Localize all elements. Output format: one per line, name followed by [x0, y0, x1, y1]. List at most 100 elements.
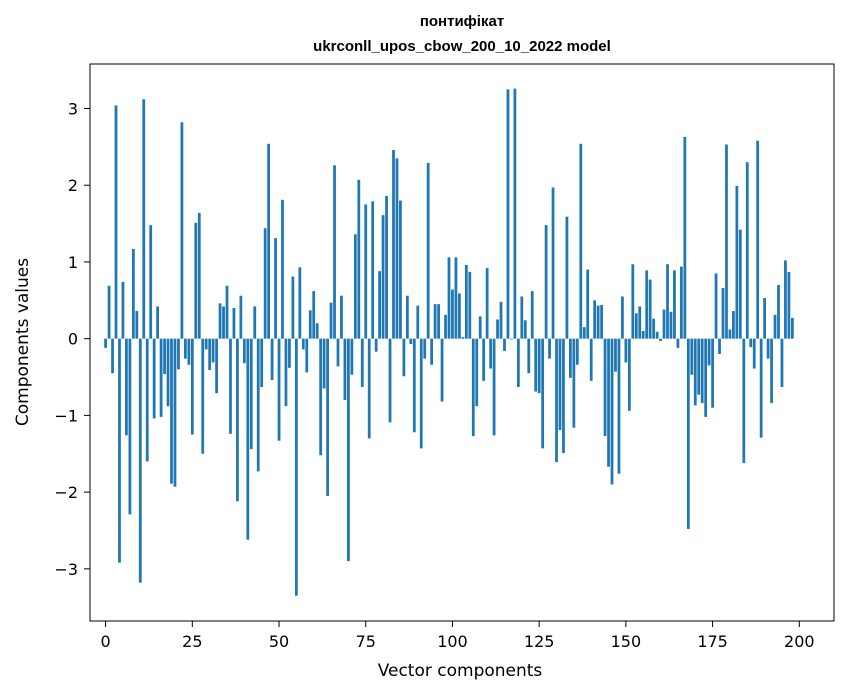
bar-component-96 — [437, 304, 440, 339]
bar-component-24 — [187, 338, 191, 365]
bar-component-27 — [197, 212, 201, 339]
bar-component-31 — [211, 338, 215, 363]
bar-component-82 — [388, 338, 392, 423]
bar-component-120 — [520, 296, 524, 339]
bar-component-197 — [787, 271, 791, 339]
bar-component-32 — [215, 338, 218, 394]
bar-component-105 — [468, 271, 472, 339]
bar-component-160 — [659, 338, 662, 341]
bar-component-119 — [516, 338, 520, 387]
y-tick-label: 3 — [68, 99, 78, 118]
y-tick-label: 0 — [68, 330, 78, 349]
bar-component-131 — [558, 338, 562, 430]
bar-component-100 — [451, 289, 454, 339]
bar-component-95 — [433, 304, 437, 339]
bar-component-111 — [489, 338, 492, 369]
bar-component-198 — [790, 317, 794, 339]
bar-component-38 — [236, 338, 239, 502]
bar-component-70 — [347, 338, 350, 562]
bar-component-94 — [430, 338, 434, 365]
bar-component-44 — [256, 338, 260, 472]
x-tick-label: 175 — [697, 632, 728, 651]
x-tick-label: 25 — [182, 632, 202, 651]
bar-component-189 — [759, 338, 763, 438]
bar-component-90 — [416, 305, 420, 339]
y-axis-ticks: −3 −2 −1 0 1 2 3 — [54, 99, 90, 579]
bar-component-84 — [395, 158, 399, 339]
bar-component-73 — [357, 179, 361, 339]
bar-component-21 — [177, 338, 180, 370]
bar-component-128 — [548, 338, 551, 359]
bar-component-7 — [128, 338, 132, 515]
bar-component-126 — [541, 338, 545, 449]
bar-component-125 — [537, 338, 541, 394]
bar-component-17 — [163, 338, 166, 374]
bar-component-116 — [506, 89, 510, 339]
y-tick-label: 1 — [68, 253, 78, 272]
bar-component-64 — [326, 338, 329, 496]
bar-component-6 — [125, 338, 128, 436]
bar-component-48 — [270, 338, 274, 381]
bar-component-180 — [728, 329, 732, 339]
bar-component-92 — [423, 338, 427, 359]
bar-component-85 — [399, 200, 402, 339]
bar-component-181 — [732, 311, 735, 339]
bar-component-51 — [281, 199, 284, 339]
bar-component-134 — [569, 338, 572, 378]
bar-component-42 — [249, 338, 253, 450]
bar-component-110 — [485, 268, 489, 339]
bar-component-157 — [648, 279, 652, 339]
bar-component-39 — [239, 295, 243, 339]
bar-component-65 — [329, 302, 333, 339]
bar-component-54 — [291, 276, 295, 339]
bar-component-145 — [607, 338, 610, 467]
bar-component-89 — [412, 338, 416, 433]
bar-component-179 — [725, 144, 728, 339]
bar-component-174 — [707, 338, 711, 366]
bar-component-166 — [680, 266, 683, 339]
bar-component-115 — [503, 338, 506, 351]
bar-component-129 — [551, 187, 555, 339]
bar-component-192 — [770, 338, 773, 404]
bar-component-43 — [253, 306, 257, 339]
bar-component-36 — [229, 338, 232, 434]
bar-component-29 — [204, 338, 208, 350]
bar-component-183 — [738, 229, 742, 339]
bar-component-175 — [711, 338, 714, 408]
x-tick-label: 150 — [611, 632, 642, 651]
bar-component-182 — [735, 185, 739, 339]
bars-group — [104, 88, 794, 596]
bar-component-9 — [135, 311, 139, 339]
x-axis-label: Vector components — [378, 661, 543, 681]
bar-component-121 — [523, 320, 527, 339]
bar-component-13 — [149, 225, 153, 339]
bar-component-190 — [763, 298, 767, 339]
bar-component-124 — [534, 338, 538, 392]
bar-component-59 — [308, 310, 312, 339]
y-tick-label: −2 — [54, 483, 78, 502]
bar-component-104 — [464, 265, 468, 339]
bar-component-62 — [319, 338, 323, 456]
x-tick-label: 125 — [524, 632, 555, 651]
bar-component-102 — [458, 293, 461, 339]
bar-component-154 — [638, 306, 642, 339]
bar-component-99 — [447, 257, 451, 339]
bar-component-88 — [409, 338, 413, 345]
bar-component-23 — [184, 338, 187, 359]
bar-component-133 — [565, 216, 569, 339]
bar-component-122 — [527, 338, 531, 374]
bar-component-28 — [201, 338, 205, 454]
bar-component-195 — [780, 338, 784, 387]
bar-component-55 — [294, 338, 298, 596]
x-axis-ticks: 0 25 50 75 100 125 150 175 200 — [101, 621, 815, 651]
bar-component-46 — [263, 228, 267, 339]
bar-component-108 — [478, 316, 482, 339]
bar-component-169 — [690, 338, 694, 375]
bar-component-4 — [118, 338, 121, 563]
bar-component-86 — [402, 338, 406, 377]
bar-component-25 — [190, 338, 194, 435]
bar-component-41 — [246, 338, 250, 540]
bar-component-114 — [499, 301, 503, 339]
bar-component-69 — [343, 338, 347, 401]
bar-component-97 — [440, 338, 444, 402]
